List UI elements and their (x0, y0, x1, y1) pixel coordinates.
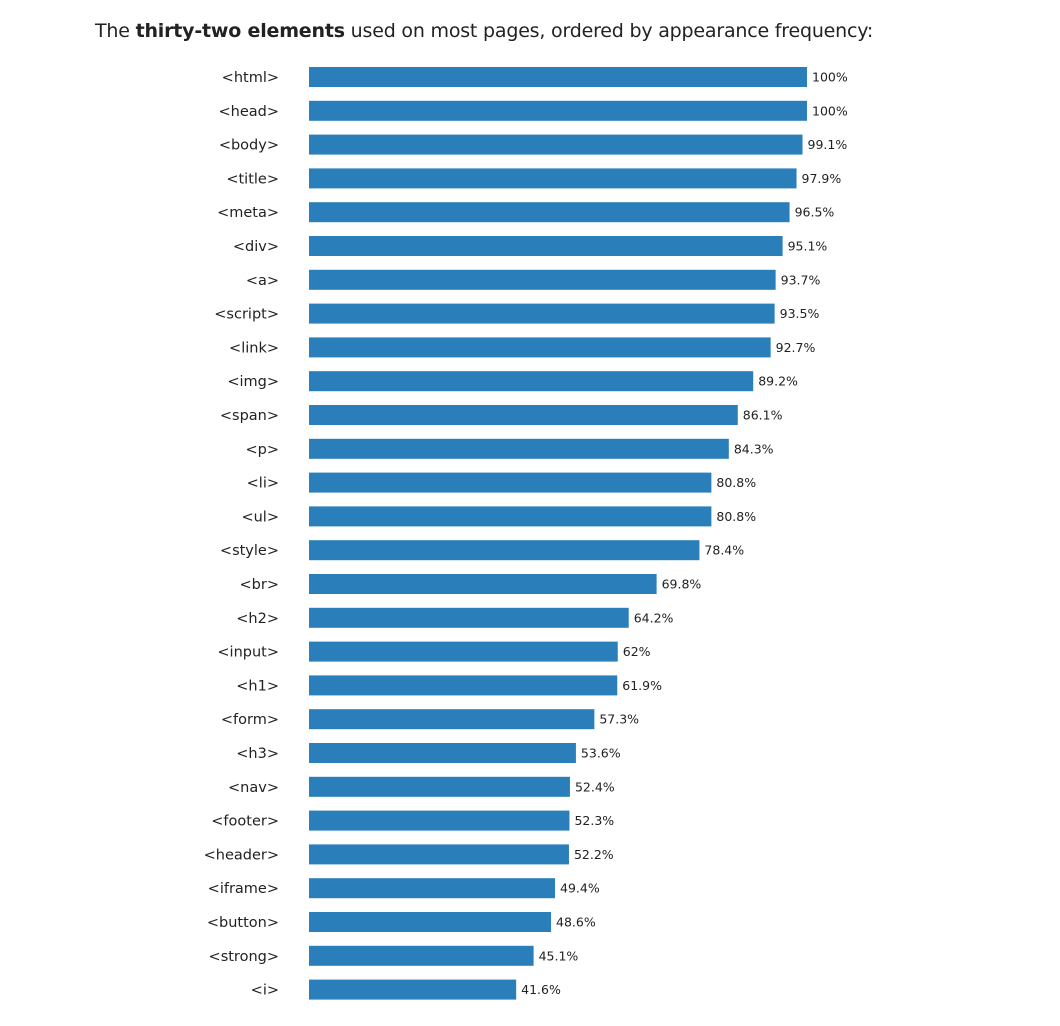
value-label: 93.5% (780, 306, 820, 321)
category-label: <p> (245, 442, 279, 458)
category-label: <input> (217, 645, 279, 661)
bar (309, 269, 776, 290)
category-label: <h2> (236, 611, 279, 627)
bar (309, 337, 771, 358)
category-label: <ul> (241, 509, 279, 525)
category-label: <html> (222, 70, 279, 86)
value-label: 97.9% (802, 171, 842, 186)
value-label: 84.3% (734, 441, 774, 456)
category-label: <li> (247, 476, 279, 492)
bar (309, 810, 570, 831)
bar (309, 743, 576, 763)
value-label: 69.8% (662, 577, 702, 592)
bar (309, 574, 657, 594)
category-label: <nav> (228, 780, 279, 796)
value-label: 96.5% (795, 205, 835, 220)
value-label: 48.6% (556, 915, 596, 930)
bar (309, 472, 712, 493)
value-label: 80.8% (716, 475, 756, 490)
category-label: <h3> (236, 746, 279, 762)
value-label: 57.3% (599, 712, 639, 727)
value-label: 61.9% (622, 678, 662, 693)
bar (309, 878, 556, 899)
value-label: 52.2% (574, 847, 614, 862)
bar (309, 979, 517, 1000)
bar (309, 912, 552, 932)
bar (309, 438, 729, 459)
bar (309, 607, 629, 628)
value-label: 78.4% (704, 543, 744, 558)
category-label: <script> (214, 307, 279, 323)
bar (309, 945, 534, 966)
value-label: 100% (812, 103, 848, 118)
bar (309, 844, 569, 865)
bar (309, 168, 797, 189)
bar (309, 776, 570, 797)
bar (309, 675, 618, 696)
category-label: <br> (240, 577, 279, 593)
bar (309, 506, 712, 527)
value-label: 49.4% (560, 881, 600, 896)
category-label: <form> (221, 712, 279, 728)
bar (309, 202, 790, 223)
value-label: 52.3% (574, 813, 614, 828)
bar (309, 236, 783, 256)
category-label: <iframe> (208, 881, 279, 897)
category-label: <h1> (236, 678, 279, 694)
value-label: 86.1% (743, 408, 783, 423)
category-label: <a> (246, 273, 279, 289)
bar (309, 100, 807, 121)
value-label: 99.1% (808, 137, 848, 152)
value-label: 89.2% (758, 374, 798, 389)
bar (309, 134, 803, 155)
category-label: <title> (226, 171, 279, 187)
category-label: <span> (220, 408, 279, 424)
category-label: <style> (220, 543, 279, 559)
bar (309, 641, 618, 662)
bar (309, 709, 595, 730)
bar (309, 540, 700, 561)
category-label: <i> (251, 983, 279, 999)
category-label: <head> (219, 104, 280, 120)
value-label: 64.2% (634, 610, 674, 625)
value-label: 100% (812, 70, 848, 85)
value-label: 92.7% (776, 340, 816, 355)
chart-title-suffix: used on most pages, ordered by appearanc… (344, 20, 874, 42)
value-label: 53.6% (581, 746, 621, 761)
category-label: <link> (229, 340, 279, 356)
category-label: <img> (227, 374, 279, 390)
chart-title-bold: thirty-two elements (135, 20, 345, 42)
value-label: 45.1% (539, 948, 579, 963)
category-label: <div> (233, 239, 279, 255)
bar (309, 405, 738, 425)
category-label: <meta> (217, 205, 279, 221)
value-label: 95.1% (788, 239, 828, 254)
chart-title: The thirty-two elements used on most pag… (95, 20, 873, 42)
bar (309, 67, 807, 87)
value-label: 80.8% (716, 509, 756, 524)
value-label: 41.6% (521, 982, 561, 997)
bar (309, 371, 754, 392)
category-label: <strong> (209, 949, 279, 965)
value-label: 52.4% (575, 779, 615, 794)
value-label: 93.7% (781, 272, 821, 287)
category-label: <footer> (211, 814, 279, 830)
chart-title-prefix: The (95, 20, 136, 42)
bar (309, 303, 775, 324)
category-label: <header> (204, 847, 279, 863)
value-label: 62% (623, 644, 651, 659)
category-label: <body> (219, 138, 279, 154)
category-label: <button> (207, 915, 279, 931)
